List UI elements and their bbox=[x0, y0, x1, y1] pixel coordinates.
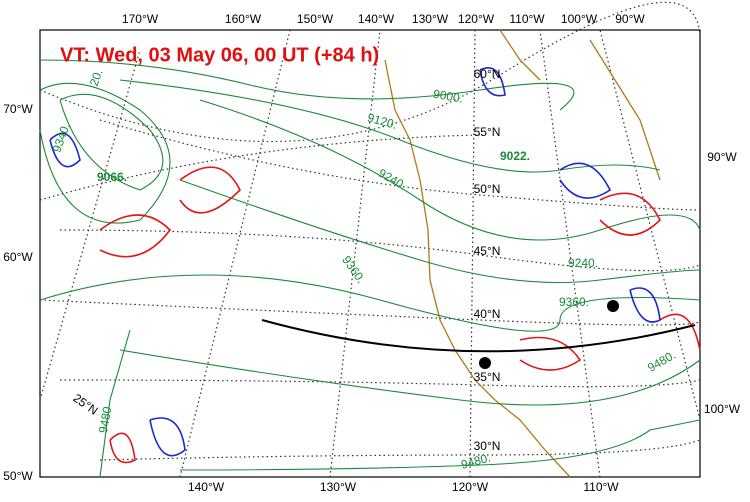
lon-label: 110°W bbox=[509, 12, 545, 26]
lon-label: 70°W bbox=[3, 102, 33, 116]
lon-label: 50°W bbox=[3, 469, 33, 483]
lon-label: 120°W bbox=[458, 12, 495, 26]
lon-label: 100°W bbox=[704, 402, 741, 416]
map-frame bbox=[39, 29, 701, 478]
lon-label: 90°W bbox=[707, 150, 737, 164]
lon-label: 140°W bbox=[358, 12, 395, 26]
lon-label: 150°W bbox=[297, 12, 334, 26]
lon-label: 120°W bbox=[452, 480, 489, 494]
trajectory-point bbox=[607, 300, 619, 312]
height-contours bbox=[39, 59, 701, 478]
lat-label: 35°N bbox=[474, 370, 501, 384]
title: VT: Wed, 03 May 06, 00 UT (+84 h) bbox=[60, 44, 379, 66]
lat-label: 50°N bbox=[474, 182, 501, 196]
contour-label: 9360. bbox=[559, 295, 589, 309]
contour-label: 9480 bbox=[96, 405, 114, 434]
lon-label: 60°W bbox=[3, 250, 33, 264]
extremum-label: 9022. bbox=[500, 149, 530, 163]
blue-contours bbox=[49, 67, 661, 457]
trajectory bbox=[261, 319, 696, 353]
contour-label: 9240. bbox=[568, 256, 598, 270]
lon-label: 170°W bbox=[122, 12, 159, 26]
lat-label: 45°N bbox=[474, 244, 501, 258]
trajectory-point bbox=[479, 357, 491, 369]
lat-label: 40°N bbox=[474, 307, 501, 321]
extremum-label: 9066. bbox=[97, 170, 127, 184]
lat-label: 60°N bbox=[474, 67, 501, 81]
red-contours bbox=[99, 166, 701, 464]
lon-label: 140°W bbox=[188, 480, 225, 494]
lon-label: 130°W bbox=[412, 12, 449, 26]
contour-label: 9000. bbox=[432, 87, 464, 106]
lon-label: 110°W bbox=[583, 480, 619, 494]
lat-label: 55°N bbox=[474, 125, 501, 139]
coastline bbox=[384, 29, 661, 478]
lon-label: 130°W bbox=[320, 480, 357, 494]
contour-label: 20. bbox=[87, 67, 106, 87]
graticule bbox=[39, 1, 701, 478]
lat-label: 30°N bbox=[474, 439, 501, 453]
lon-label: 160°W bbox=[225, 12, 262, 26]
lon-label: 90°W bbox=[615, 12, 645, 26]
lon-label: 100°W bbox=[561, 12, 598, 26]
